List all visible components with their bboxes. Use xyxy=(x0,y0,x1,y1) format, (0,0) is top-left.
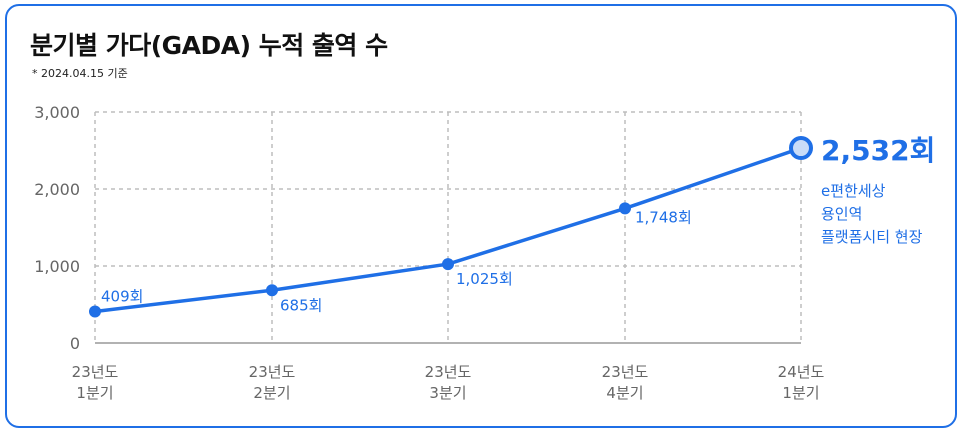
x-tick-label: 23년도 1분기 xyxy=(72,363,119,402)
data-point xyxy=(619,202,631,215)
data-label: 1,748회 xyxy=(635,208,692,226)
grid-lines xyxy=(94,111,802,344)
data-label: 409회 xyxy=(101,288,143,306)
data-point-highlight xyxy=(789,136,813,161)
x-tick-label: 23년도 3분기 xyxy=(425,363,472,402)
site-annotation: e편한세상 용인역 플랫폼시티 현장 xyxy=(821,182,923,246)
series-line xyxy=(94,146,802,314)
data-label: 685회 xyxy=(280,296,322,314)
chart-card xyxy=(5,4,957,428)
data-point xyxy=(89,305,101,318)
x-tick-label: 23년도 4분기 xyxy=(602,363,649,402)
x-tick-label: 23년도 2분기 xyxy=(249,363,296,402)
chart-title: 분기별 가다(GADA) 누적 출역 수 xyxy=(30,31,388,60)
chart-subtitle: * 2024.04.15 기준 xyxy=(32,67,128,80)
x-axis: 23년도 1분기 23년도 2분기 23년도 3분기 23년도 4분기 24년도 1분기 xyxy=(72,363,825,402)
x-tick-label: 24년도 1분기 xyxy=(778,363,825,402)
y-tick-label: 1,000 xyxy=(34,257,80,276)
data-label: 2,532회 xyxy=(821,134,935,167)
y-axis: 0 1,000 2,000 3,000 xyxy=(34,103,80,353)
y-tick-label: 2,000 xyxy=(34,180,80,199)
data-points xyxy=(89,136,813,318)
y-tick-label: 0 xyxy=(70,334,80,353)
data-labels: 409회 685회 1,025회 1,748회 2,532회 xyxy=(101,134,935,314)
data-point xyxy=(266,284,278,297)
data-label: 1,025회 xyxy=(456,270,513,288)
y-tick-label: 3,000 xyxy=(34,103,80,122)
data-point xyxy=(442,258,454,271)
